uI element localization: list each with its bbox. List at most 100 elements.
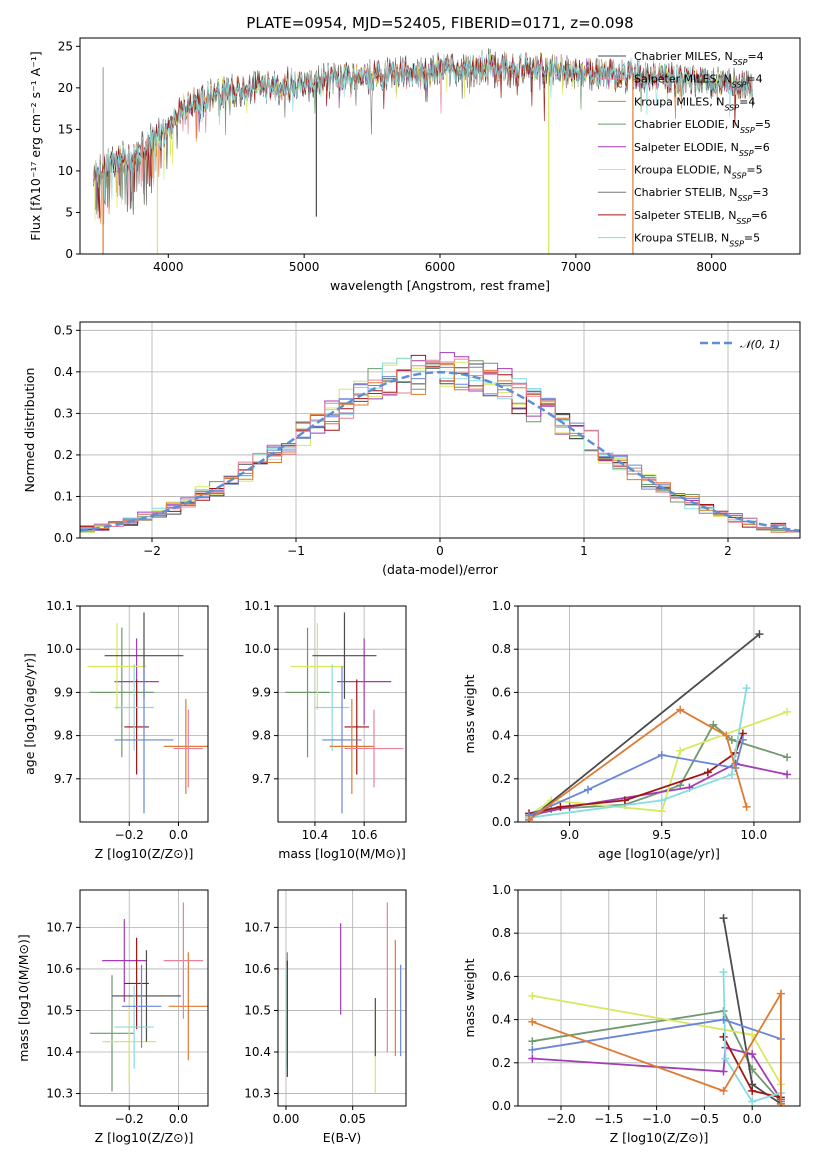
weight-marker-6-4 xyxy=(738,735,747,744)
x-tick-label: −0.2 xyxy=(115,828,144,842)
legend-label-6: Chabrier STELIB, NSSP=3 xyxy=(634,186,768,203)
weight-series-0 xyxy=(532,1010,782,1103)
y-tick-label: 15 xyxy=(58,122,73,136)
y-tick-label: 0.8 xyxy=(492,642,511,656)
weight-marker-3-1 xyxy=(755,630,764,639)
y-tick-label: 0.0 xyxy=(54,531,73,545)
axes-frame xyxy=(79,889,209,1107)
figure-title: PLATE=0954, MJD=52405, FIBERID=0171, z=0… xyxy=(246,14,633,32)
y-axis-label: Normed distribution xyxy=(22,368,37,493)
x-tick-label: 0.0 xyxy=(169,828,188,842)
weight-marker-2-2 xyxy=(657,807,666,816)
panel-age-vs-mass: 10.4 10.6 9.7 9.8 9.9 10.0 10.1 mass [log10(M/M… xyxy=(244,599,407,861)
y-tick-label: 25 xyxy=(58,39,73,53)
weight-marker-7-1 xyxy=(719,1086,728,1095)
weight-marker-4-0 xyxy=(719,1032,728,1041)
weight-marker-7-3 xyxy=(742,802,751,811)
x-axis-label: Z [log10(Z/Z⊙)] xyxy=(610,1130,709,1145)
weight-marker-7-0 xyxy=(528,1017,537,1026)
x-axis-label: mass [log10(M/M⊙)] xyxy=(278,846,406,861)
weight-marker-6-0 xyxy=(528,1045,537,1054)
x-tick-label: 10.0 xyxy=(741,828,768,842)
x-axis-label: E(B-V) xyxy=(323,1130,362,1145)
weight-marker-6-1 xyxy=(584,785,593,794)
legend-label-3: Chabrier ELODIE, NSSP=5 xyxy=(634,118,771,135)
weight-marker-7-3 xyxy=(776,1099,785,1106)
weight-marker-5-0 xyxy=(719,968,728,977)
weight-marker-0-6 xyxy=(783,753,792,762)
y-tick-label: 0.0 xyxy=(492,815,511,829)
weight-marker-1-3 xyxy=(748,1050,757,1059)
y-tick-label: 0.6 xyxy=(492,685,511,699)
y-tick-label: 10.0 xyxy=(46,642,73,656)
x-axis-label: Z [log10(Z/Z⊙)] xyxy=(95,1130,194,1145)
panel-weight-vs-Z: −2.0 −1.5 −1.0 −0.5 0.0 0.0 0.2 0.4 0.6 0.8 1.0 Z [… xyxy=(462,883,801,1145)
y-tick-label: 10.0 xyxy=(244,642,271,656)
x-tick-label: −0.2 xyxy=(115,1112,144,1126)
plot-area xyxy=(87,612,208,814)
y-tick-label: 10.1 xyxy=(244,599,271,613)
weight-marker-4-3 xyxy=(703,768,712,777)
panel-mass-vs-Z: −0.2 0.0 10.3 10.4 10.5 10.6 10.7 Z [log10(Z/Z⊙… xyxy=(16,889,209,1145)
x-tick-label: 10.4 xyxy=(302,828,329,842)
axes-frame xyxy=(277,605,407,823)
gaussian-curve xyxy=(80,371,800,532)
x-tick-label: 5000 xyxy=(289,260,320,274)
y-tick-label: 10.6 xyxy=(244,962,271,976)
weight-series-5 xyxy=(528,687,748,819)
x-tick-label: 6000 xyxy=(425,260,456,274)
x-tick-label: 0.05 xyxy=(339,1112,366,1126)
legend-label-gaussian: 𝒩(0, 1) xyxy=(740,338,780,351)
axes-frame xyxy=(79,605,209,823)
x-tick-label: −1.5 xyxy=(594,1112,623,1126)
x-tick-label: 0.00 xyxy=(273,1112,300,1126)
weight-marker-1-0 xyxy=(528,1054,537,1063)
weight-series-0 xyxy=(528,723,788,819)
plot-area xyxy=(285,902,402,1094)
weight-marker-2-3 xyxy=(676,746,685,755)
weight-marker-2-0 xyxy=(528,991,537,1000)
histogram-series-7 xyxy=(80,361,800,533)
legend-label-7: Salpeter STELIB, NSSP=6 xyxy=(634,209,767,226)
weight-marker-0-5 xyxy=(727,735,736,744)
y-axis-label: mass weight xyxy=(462,674,477,753)
plot-area xyxy=(89,902,208,1092)
weight-marker-4-1 xyxy=(556,802,565,811)
weight-marker-7-2 xyxy=(776,989,785,998)
plot-area xyxy=(285,612,404,814)
legend-label-4: Salpeter ELODIE, NSSP=6 xyxy=(634,141,770,158)
weight-marker-4-2 xyxy=(620,796,629,805)
y-tick-label: 0.5 xyxy=(54,323,73,337)
weight-series-7 xyxy=(531,990,782,1104)
axes-frame xyxy=(517,605,801,823)
y-axis-label: age [log10(age/yr)] xyxy=(22,653,37,775)
weight-marker-0-0 xyxy=(528,1037,537,1046)
x-tick-label: 1 xyxy=(580,544,588,558)
panel-weight-vs-age: 9.0 9.5 10.0 0.0 0.2 0.4 0.6 0.8 1.0 age [log10(a… xyxy=(462,599,801,861)
y-tick-label: 0.4 xyxy=(492,729,511,743)
x-tick-label: 9.5 xyxy=(652,828,671,842)
panel-residuals: −2 −1 0 1 2 0.0 0.1 0.2 0.3 0.4 0.5 (data-model)/er… xyxy=(22,321,801,577)
y-tick-label: 9.7 xyxy=(252,772,271,786)
x-tick-label: 4000 xyxy=(153,260,184,274)
y-tick-label: 0.1 xyxy=(54,489,73,503)
legend-label-5: Kroupa ELODIE, NSSP=5 xyxy=(634,164,763,181)
y-tick-label: 20 xyxy=(58,81,73,95)
x-tick-label: −0.5 xyxy=(690,1112,719,1126)
y-tick-label: 10.6 xyxy=(46,962,73,976)
legend-label-8: Kroupa STELIB, NSSP=5 xyxy=(634,232,760,249)
y-tick-label: 0.2 xyxy=(492,772,511,786)
weight-marker-6-2 xyxy=(657,751,666,760)
x-tick-label: 8000 xyxy=(696,260,727,274)
y-tick-label: 10.3 xyxy=(46,1087,73,1101)
x-axis-label: wavelength [Angstrom, rest frame] xyxy=(330,278,550,293)
y-tick-label: 10.5 xyxy=(46,1003,73,1017)
plot-area xyxy=(525,630,792,822)
weight-marker-1-1 xyxy=(719,1067,728,1076)
histogram-series-8 xyxy=(80,358,800,532)
plot-area xyxy=(93,48,753,254)
y-axis-label: mass [log10(M/M⊙)] xyxy=(16,934,31,1062)
weight-marker-1-4 xyxy=(783,770,792,779)
